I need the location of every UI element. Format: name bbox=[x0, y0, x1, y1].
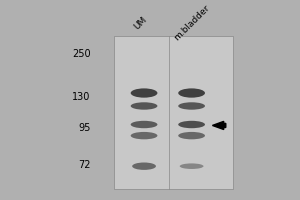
Ellipse shape bbox=[131, 132, 158, 139]
Ellipse shape bbox=[131, 121, 158, 128]
Ellipse shape bbox=[131, 102, 158, 110]
Ellipse shape bbox=[178, 88, 205, 98]
Text: 95: 95 bbox=[78, 123, 91, 133]
Ellipse shape bbox=[178, 121, 205, 128]
Text: 250: 250 bbox=[72, 49, 91, 59]
Ellipse shape bbox=[178, 132, 205, 139]
FancyArrow shape bbox=[212, 121, 226, 130]
Text: 130: 130 bbox=[72, 92, 91, 102]
Ellipse shape bbox=[132, 162, 156, 170]
Bar bbox=[114, 36, 233, 189]
Text: m.bladder: m.bladder bbox=[172, 4, 211, 43]
Text: UM: UM bbox=[133, 15, 149, 31]
Text: 72: 72 bbox=[78, 160, 91, 170]
Ellipse shape bbox=[131, 88, 158, 98]
Ellipse shape bbox=[180, 163, 203, 169]
Ellipse shape bbox=[178, 102, 205, 110]
